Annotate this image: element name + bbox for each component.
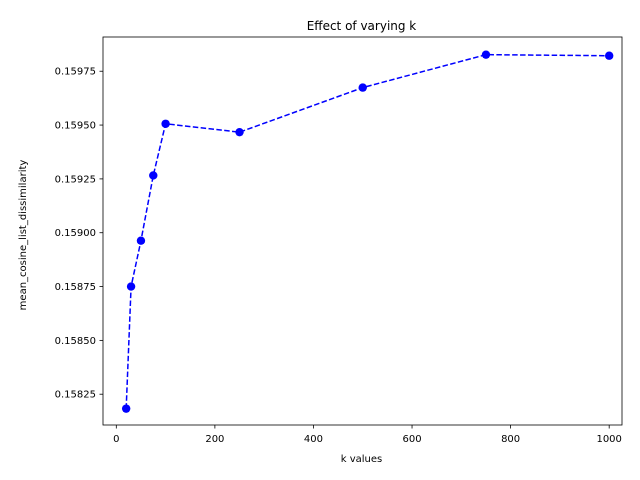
y-axis-label: mean_cosine_list_dissimilarity	[18, 160, 29, 311]
data-point	[481, 50, 491, 59]
x-tick-label: 800	[501, 434, 520, 445]
x-tick-label: 1000	[596, 434, 621, 445]
axes-frame	[102, 36, 623, 426]
data-point	[149, 171, 158, 180]
y-tick-label: 0.15875	[55, 282, 96, 293]
data-point	[358, 83, 367, 92]
data-point	[604, 51, 614, 60]
x-axis-label: k values	[341, 454, 383, 465]
plot-area	[102, 36, 623, 426]
data-point	[136, 236, 146, 245]
data-point	[126, 282, 136, 291]
x-tick-label: 200	[205, 434, 224, 445]
data-point	[235, 127, 244, 137]
x-tick-label: 0	[113, 434, 119, 445]
y-tick-label: 0.15850	[55, 336, 96, 347]
chart-title: Effect of varying k	[307, 19, 417, 33]
y-tick-label: 0.15925	[55, 174, 96, 185]
x-tick-label: 600	[402, 434, 421, 445]
y-tick-label: 0.15975	[55, 67, 96, 78]
axis-ticks: 0 200 400 600 800 1000 0.15825 0.15850 0.15875 0.…	[55, 67, 622, 445]
data-point	[121, 404, 131, 413]
data-point	[161, 119, 170, 128]
series-line	[125, 53, 610, 409]
y-tick-label: 0.15900	[55, 228, 96, 239]
y-tick-label: 0.15825	[55, 390, 96, 401]
x-tick-label: 400	[304, 434, 323, 445]
y-tick-label: 0.15950	[55, 121, 96, 132]
